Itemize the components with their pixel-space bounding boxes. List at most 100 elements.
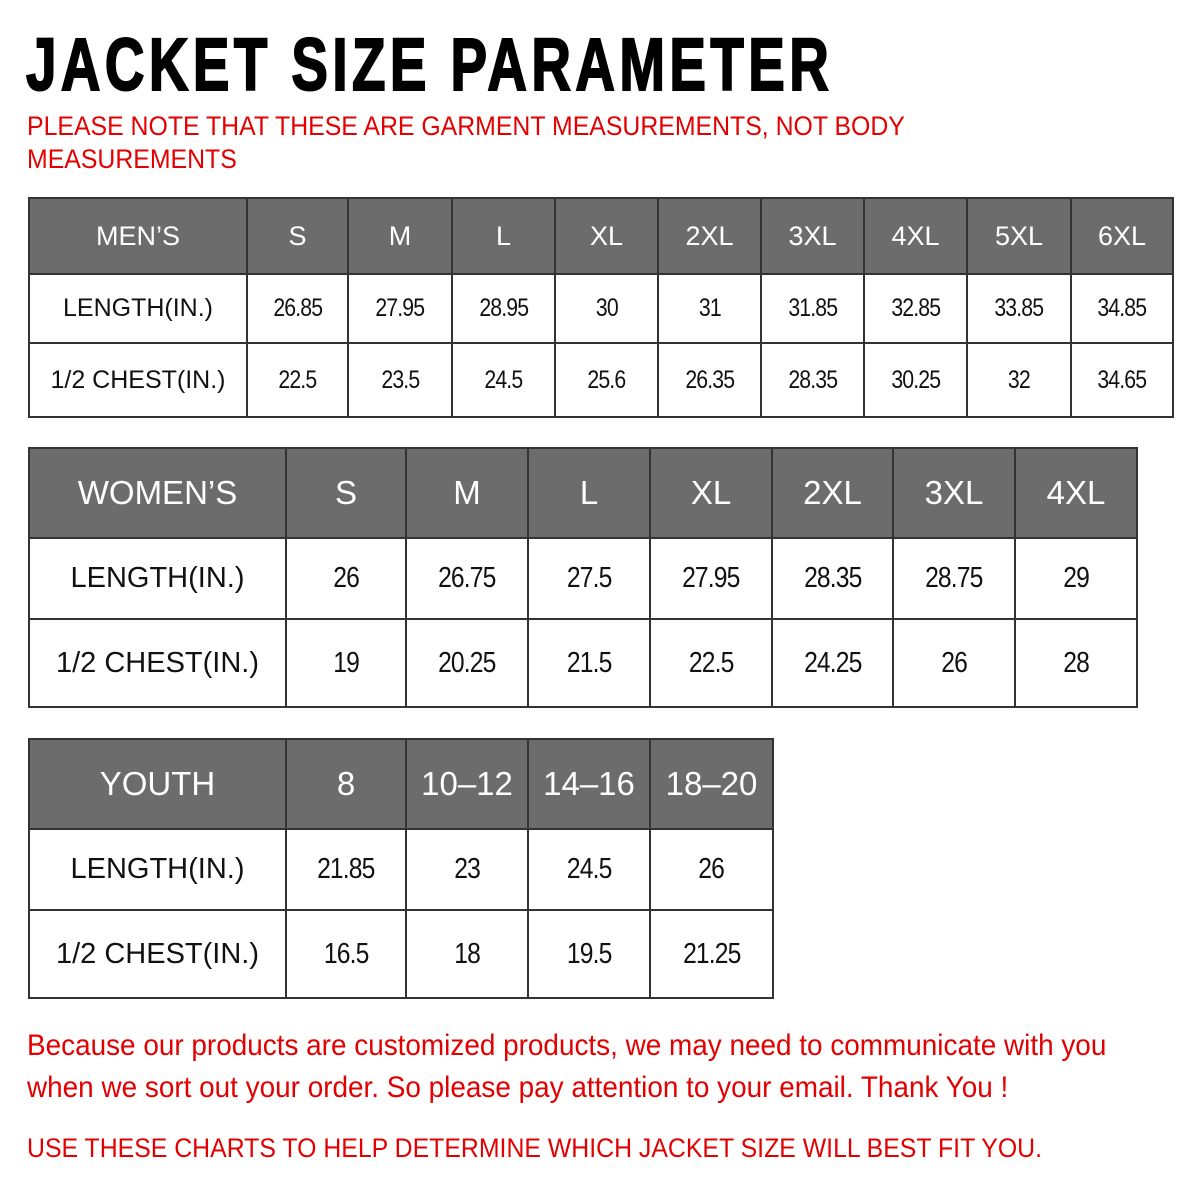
value-cell: 30 [554, 273, 659, 344]
value-cell: 28.75 [892, 537, 1016, 620]
cell-text: 26.75 [438, 562, 496, 594]
value-cell: 24.5 [451, 342, 556, 418]
size-header-cell: S [285, 447, 407, 539]
header-row: WOMEN’S S M L XL 2XL 3XL 4XL [28, 447, 1138, 539]
value-cell: 28 [1014, 618, 1138, 708]
value-cell: 31.85 [760, 273, 865, 344]
cell-text: 1/2 CHEST(IN.) [50, 365, 226, 394]
size-header-cell: XL [554, 197, 659, 275]
value-cell: 27.95 [347, 273, 453, 344]
cell-text: 6XL [1097, 220, 1147, 251]
value-cell: 34.85 [1070, 273, 1174, 344]
table-row: LENGTH(IN.) 21.85 23 24.5 26 [28, 828, 774, 911]
cell-text: 25.6 [587, 365, 627, 394]
cell-text: 23.5 [381, 365, 420, 394]
size-header-cell: 4XL [863, 197, 968, 275]
size-header-cell: 3XL [760, 197, 865, 275]
value-cell: 23 [405, 828, 529, 911]
value-cell: 26 [892, 618, 1016, 708]
size-header-cell: M [405, 447, 529, 539]
value-cell: 21.85 [285, 828, 407, 911]
cell-text: 16.5 [323, 937, 369, 970]
cell-text: 5XL [994, 220, 1044, 251]
size-header-cell: 18–20 [649, 738, 774, 830]
table-row: 1/2 CHEST(IN.) 22.5 23.5 24.5 25.6 26.35 28.35… [28, 342, 1174, 418]
size-header-cell: 14–16 [527, 738, 651, 830]
cell-text: 3XL [788, 220, 837, 251]
cell-text: 31.85 [788, 294, 838, 322]
row-label-cell: 1/2 CHEST(IN.) [28, 342, 248, 418]
row-label-cell: LENGTH(IN.) [28, 273, 248, 344]
cell-text: 8 [336, 765, 356, 802]
cell-text: LENGTH(IN.) [63, 294, 213, 322]
row-label-cell: MEN’S [28, 197, 248, 275]
value-cell: 33.85 [966, 273, 1072, 344]
value-cell: 27.95 [649, 537, 773, 620]
cell-text: 28 [1063, 646, 1090, 679]
cell-text: 19.5 [566, 937, 612, 970]
value-cell: 28.35 [771, 537, 894, 620]
size-header-cell: 2XL [771, 447, 894, 539]
note-line-1: PLEASE NOTE THAT THESE ARE GARMENT MEASU… [27, 111, 905, 141]
cell-text: LENGTH(IN.) [70, 562, 245, 594]
value-cell: 30.25 [863, 342, 968, 418]
value-cell: 26.75 [405, 537, 529, 620]
cell-text: XL [589, 220, 624, 251]
value-cell: 34.65 [1070, 342, 1174, 418]
page-title: JACKET SIZE PARAMETER [25, 22, 834, 107]
cell-text: L [579, 474, 599, 511]
table-row: LENGTH(IN.) 26.85 27.95 28.95 30 31 31.85 32.85… [28, 273, 1174, 344]
cell-text: 2XL [685, 220, 734, 251]
value-cell: 27.5 [527, 537, 651, 620]
header-row: YOUTH 8 10–12 14–16 18–20 [28, 738, 774, 830]
size-header-cell: M [347, 197, 453, 275]
size-header-cell: XL [649, 447, 773, 539]
header-row: MEN’S S M L XL 2XL 3XL 4XL 5XL 6XL [28, 197, 1174, 275]
cell-text: 28.35 [803, 562, 862, 594]
cell-text: 22.5 [278, 365, 318, 394]
cell-text: 28.35 [788, 365, 838, 394]
cell-text: 26 [941, 646, 968, 679]
cell-text: 1/2 CHEST(IN.) [55, 646, 260, 679]
cell-text: 29 [1063, 562, 1090, 594]
table-row: 1/2 CHEST(IN.) 19 20.25 21.5 22.5 24.25 26 28 [28, 618, 1138, 708]
cell-text: LENGTH(IN.) [70, 853, 245, 885]
cell-text: S [288, 220, 307, 251]
cell-text: 14–16 [543, 765, 635, 802]
cell-text: 27.5 [566, 562, 612, 594]
value-cell: 26 [285, 537, 407, 620]
value-cell: 22.5 [246, 342, 349, 418]
cell-text: L [495, 220, 512, 251]
size-header-cell: 2XL [657, 197, 762, 275]
value-cell: 20.25 [405, 618, 529, 708]
value-cell: 22.5 [649, 618, 773, 708]
cell-text: S [334, 474, 357, 511]
row-label-cell: WOMEN’S [28, 447, 287, 539]
size-header-cell: 8 [285, 738, 407, 830]
cell-text: 21.85 [317, 853, 375, 885]
cell-text: YOUTH [99, 765, 216, 802]
cell-text: 23 [454, 853, 481, 885]
value-cell: 28.95 [451, 273, 556, 344]
cell-text: 34.85 [1097, 294, 1148, 322]
cell-text: 19 [333, 646, 360, 679]
size-header-cell: 6XL [1070, 197, 1174, 275]
cell-text: XL [690, 474, 732, 511]
cell-text: 2XL [803, 474, 862, 511]
size-header-cell: L [451, 197, 556, 275]
row-label-cell: LENGTH(IN.) [28, 537, 287, 620]
cell-text: 18 [454, 937, 481, 970]
cell-text: 4XL [1046, 474, 1106, 511]
cell-text: M [388, 220, 412, 251]
row-label-cell: YOUTH [28, 738, 287, 830]
cell-text: 21.25 [682, 937, 741, 970]
value-cell: 31 [657, 273, 762, 344]
cell-text: 18–20 [665, 765, 758, 802]
footer-line-1: Because our products are customized prod… [27, 1029, 1107, 1062]
cell-text: 26 [333, 562, 360, 594]
value-cell: 25.6 [554, 342, 659, 418]
mens-size-table: MEN’S S M L XL 2XL 3XL 4XL 5XL 6XL LENGTH(IN.) 26.8… [28, 197, 1174, 418]
cell-text: 34.65 [1097, 365, 1148, 394]
value-cell: 16.5 [285, 909, 407, 999]
cell-text: M [453, 474, 481, 511]
